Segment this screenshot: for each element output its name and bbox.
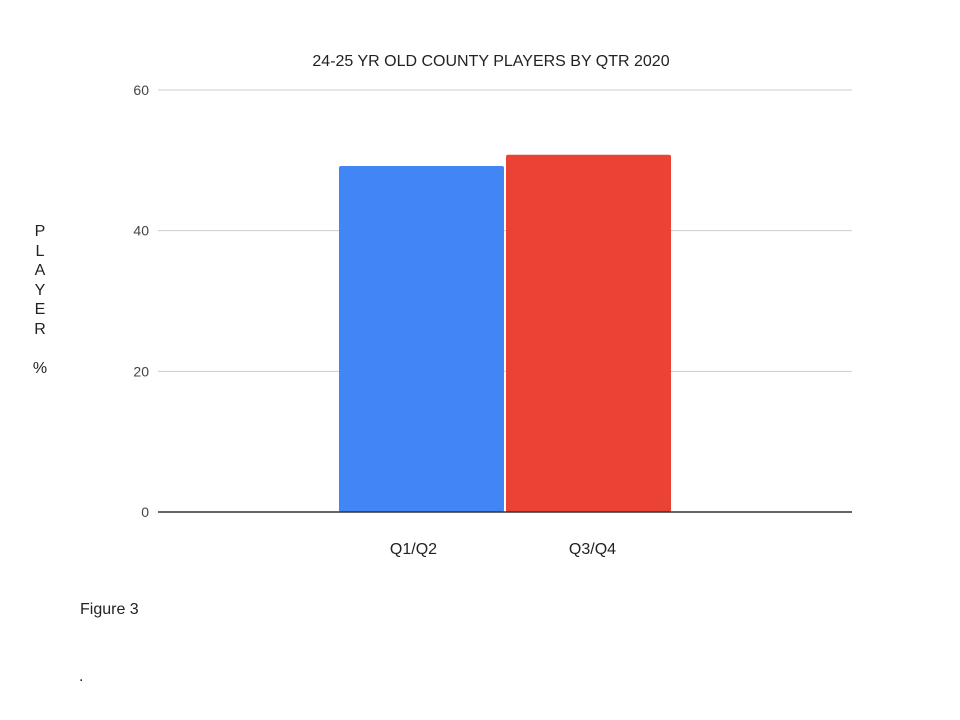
x-tick-label: Q3/Q4 xyxy=(569,541,616,558)
y-axis-label-letter: P xyxy=(34,223,46,240)
y-tick-labels: 0 20 40 60 xyxy=(133,82,149,520)
y-axis-label-letter xyxy=(30,339,50,359)
note-dot: . xyxy=(79,668,84,685)
y-axis-label-letter: A xyxy=(34,262,46,279)
chart-title: 24-25 YR OLD COUNTY PLAYERS BY QTR 2020 xyxy=(312,53,669,70)
y-axis-label-letter: E xyxy=(34,301,46,318)
bar-q3-q4 xyxy=(506,154,671,512)
bars xyxy=(339,154,671,512)
grid xyxy=(158,89,852,372)
y-axis-label-letter: % xyxy=(32,359,48,377)
bar-q1-q2 xyxy=(339,165,504,512)
x-tick-label: Q1/Q2 xyxy=(390,541,437,558)
y-tick-label: 0 xyxy=(141,504,149,520)
y-tick-label: 20 xyxy=(133,363,149,379)
y-tick-label: 40 xyxy=(133,223,149,239)
y-tick-label: 60 xyxy=(133,82,149,98)
x-tick-labels: Q1/Q2 Q3/Q4 xyxy=(390,541,616,558)
y-axis-label-letter: L xyxy=(35,242,45,260)
y-axis-label-letter: R xyxy=(34,320,46,338)
y-axis-label-letter: Y xyxy=(34,281,46,299)
figure-caption: Figure 3 xyxy=(80,601,139,618)
